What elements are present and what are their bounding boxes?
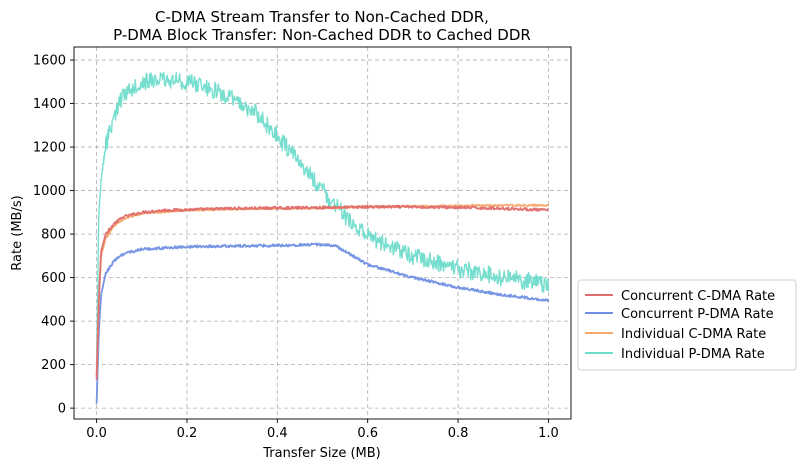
y-tick-label: 0 [58, 402, 66, 417]
axis-ticks: 0.0 0.2 0.4 0.6 0.8 1.0 0 200 400 600 800 1000 1200 1… [33, 54, 559, 441]
y-tick-label: 1000 [33, 184, 66, 199]
y-tick-label: 800 [41, 228, 66, 243]
y-tick-label: 600 [41, 271, 66, 286]
series-line [95, 71, 550, 364]
series-lines [95, 71, 550, 404]
y-tick-label: 1200 [33, 141, 66, 156]
x-tick-label: 0.4 [267, 426, 288, 441]
y-tick-label: 1600 [33, 54, 66, 69]
chart-title-line-2: P-DMA Block Transfer: Non-Cached DDR to … [113, 26, 531, 44]
legend-label-concurrent-cdma: Concurrent C-DMA Rate [621, 289, 775, 304]
legend-label-individual-pdma: Individual P-DMA Rate [621, 347, 765, 362]
x-tick-label: 1.0 [538, 426, 559, 441]
series-line [95, 242, 550, 404]
x-tick-label: 0.8 [448, 426, 469, 441]
grid [74, 47, 571, 419]
y-tick-label: 1400 [33, 97, 66, 112]
x-axis-label: Transfer Size (MB) [262, 446, 381, 461]
x-tick-label: 0.2 [177, 426, 198, 441]
legend-label-concurrent-pdma: Concurrent P-DMA Rate [621, 307, 774, 322]
series-line [95, 204, 549, 380]
legend: Concurrent C-DMA Rate Concurrent P-DMA R… [577, 279, 797, 371]
y-tick-label: 400 [41, 315, 66, 330]
y-axis-label: Rate (MB/s) [10, 195, 25, 270]
legend-label-individual-cdma: Individual C-DMA Rate [621, 327, 766, 342]
series-line [95, 203, 550, 376]
x-tick-label: 0.6 [357, 426, 378, 441]
plot-frame [73, 46, 572, 420]
legend-box [577, 279, 797, 371]
chart-title-line-1: C-DMA Stream Transfer to Non-Cached DDR, [155, 8, 489, 26]
y-tick-label: 200 [41, 358, 66, 373]
x-tick-label: 0.0 [86, 426, 107, 441]
